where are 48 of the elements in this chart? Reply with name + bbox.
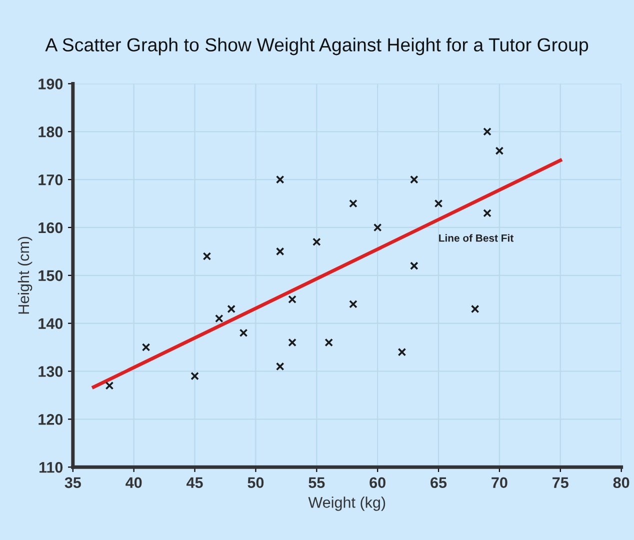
y-tick-label: 190 xyxy=(38,78,63,90)
point xyxy=(495,146,504,155)
point xyxy=(483,208,492,218)
point xyxy=(227,304,236,314)
chart-title: A Scatter Graph to Show Weight Against Height for a Tutor Group xyxy=(45,38,588,56)
point xyxy=(410,262,418,270)
y-tick-label: 180 xyxy=(38,126,63,138)
point xyxy=(202,252,212,260)
point xyxy=(276,175,284,184)
point xyxy=(470,304,480,314)
x-tick-label: 60 xyxy=(370,477,386,488)
y-tick-label: 160 xyxy=(38,222,63,234)
x-tick-label: 55 xyxy=(308,477,325,488)
x-tick-label: 65 xyxy=(430,477,447,488)
point xyxy=(324,338,333,347)
y-tick-label: 150 xyxy=(38,270,63,282)
point xyxy=(288,338,296,347)
y-axis-title: Height (cm) xyxy=(18,236,32,314)
point xyxy=(483,127,492,136)
point xyxy=(398,348,406,356)
y-tick-label: 140 xyxy=(38,318,63,330)
x-tick-label: 75 xyxy=(552,477,568,488)
y-tick-label: 170 xyxy=(38,174,63,186)
point xyxy=(434,199,443,208)
point xyxy=(276,362,284,371)
x-tick-label: 50 xyxy=(248,477,264,488)
annotation: Line of Best Fit xyxy=(439,234,514,242)
y-tick-label: 120 xyxy=(38,414,63,425)
point xyxy=(239,328,248,338)
x-tick-label: 35 xyxy=(64,477,81,488)
x-tick-label: 70 xyxy=(492,477,508,488)
x-tick-label: 80 xyxy=(613,477,630,488)
point xyxy=(214,314,224,323)
point xyxy=(105,381,114,390)
point xyxy=(349,300,358,308)
point xyxy=(349,199,358,208)
point xyxy=(373,223,382,232)
point xyxy=(190,372,199,380)
point xyxy=(276,247,284,256)
x-axis-title: Weight (kg) xyxy=(308,496,386,511)
point xyxy=(142,343,150,352)
y-tick-label: 110 xyxy=(40,462,63,473)
point xyxy=(312,238,321,246)
y-tick-label: 130 xyxy=(38,366,63,377)
point xyxy=(410,175,418,184)
point xyxy=(288,295,296,304)
x-tick-label: 45 xyxy=(186,477,203,488)
x-tick-label: 40 xyxy=(126,477,142,488)
